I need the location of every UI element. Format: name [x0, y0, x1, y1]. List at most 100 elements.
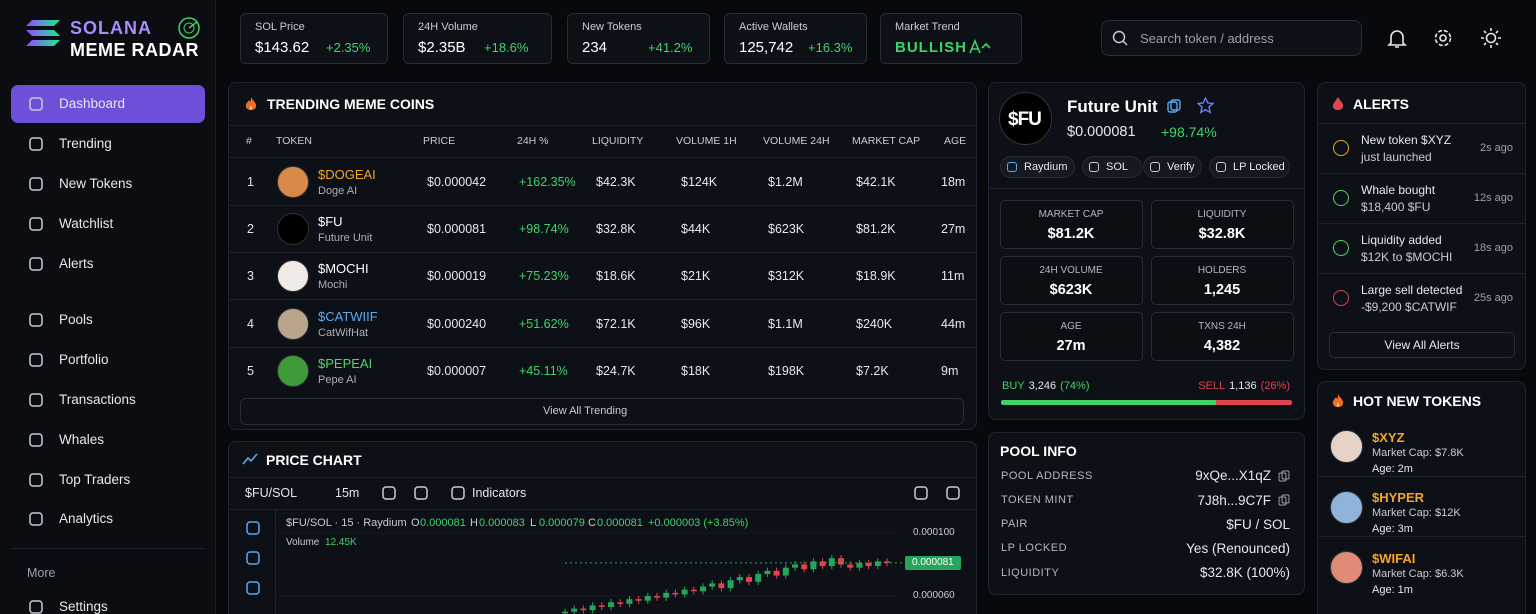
ohlc-key: H — [470, 516, 478, 529]
cell: $32.8K — [596, 221, 636, 236]
candle-body — [663, 592, 670, 598]
alert-time: 25s ago — [1473, 291, 1513, 304]
token-symbol[interactable]: $HYPER — [1372, 490, 1425, 505]
divider — [1318, 273, 1525, 274]
candle-body — [828, 558, 835, 567]
cell: $18.6K — [596, 268, 636, 283]
icon — [1332, 394, 1344, 407]
rank: 2 — [247, 221, 254, 236]
rank: 5 — [247, 363, 254, 378]
pair-select[interactable]: $FU/SOL — [245, 485, 298, 500]
ohlc-key: L — [530, 516, 537, 529]
token-symbol[interactable]: $MOCHI — [318, 260, 369, 276]
nav-item[interactable]: Alerts — [59, 256, 94, 272]
panel — [228, 82, 977, 430]
stat-value: 125,742 — [739, 38, 794, 56]
search-placeholder[interactable]: Search token / address — [1140, 30, 1274, 46]
token-age: Age: 1m — [1372, 583, 1413, 596]
cell: $1.2M — [768, 174, 803, 189]
divider — [229, 347, 976, 348]
radar-icon — [178, 17, 200, 39]
divider — [1318, 536, 1525, 537]
candle-body — [838, 558, 844, 565]
pool-label: POOL ADDRESS — [1001, 469, 1093, 482]
token-symbol[interactable]: $XYZ — [1372, 429, 1405, 445]
cell: +51.62% — [519, 316, 569, 331]
candle-body — [764, 570, 771, 574]
nav-item[interactable]: Watchlist — [59, 216, 114, 232]
candle-body — [608, 602, 614, 608]
candle-body — [792, 564, 798, 568]
last-price-badge — [905, 555, 961, 570]
candle-body — [672, 592, 679, 595]
token-age: Age: 2m — [1372, 462, 1413, 475]
token-symbol[interactable]: $DOGEAI — [318, 166, 376, 182]
button-label[interactable]: View All Trending — [543, 404, 628, 417]
cell: $18.9K — [856, 268, 896, 283]
nav-item[interactable]: Dashboard — [59, 96, 126, 112]
candle-body — [856, 562, 863, 568]
metric-label: LIQUIDITY — [1197, 209, 1247, 220]
pool-value: $32.8K (100%) — [1199, 565, 1290, 581]
tag — [1209, 156, 1290, 178]
cell: $0.000042 — [427, 174, 487, 189]
tag-icon — [1216, 162, 1226, 172]
stat-label: Active Wallets — [739, 20, 808, 33]
cell: $96K — [681, 316, 711, 331]
icon — [246, 551, 260, 565]
nav-item[interactable]: Settings — [59, 599, 108, 614]
token-avatar — [1330, 551, 1363, 584]
icon — [29, 600, 43, 614]
token-cap: Market Cap: $12K — [1372, 507, 1461, 519]
search-box[interactable] — [1101, 20, 1362, 56]
tag-label: LP Locked — [1233, 160, 1285, 173]
ohlc-key: O — [411, 516, 420, 529]
interval-select[interactable]: 15m — [335, 485, 360, 500]
stat-card — [724, 13, 867, 64]
panel — [988, 432, 1305, 595]
nav-item[interactable]: Top Traders — [59, 472, 131, 488]
token-symbol[interactable]: $FU — [318, 213, 343, 229]
button-label[interactable]: View All Alerts — [1384, 338, 1460, 352]
metric-card — [1000, 200, 1143, 249]
token-symbol[interactable]: $CATWIIF — [318, 308, 378, 324]
buy-pct: (74%) — [1060, 380, 1090, 392]
candle-body — [626, 599, 633, 604]
pool-value: 7J8h...9C7F — [1197, 492, 1271, 508]
icon — [246, 581, 260, 595]
cell: $0.000081 — [427, 221, 487, 236]
view-alerts-button[interactable] — [1329, 332, 1515, 358]
token-symbol[interactable]: $PEPEAI — [318, 355, 373, 371]
token-cap: Market Cap: $6.3K — [1372, 567, 1464, 580]
indicators-button[interactable]: Indicators — [472, 485, 527, 500]
nav-item[interactable]: Portfolio — [59, 352, 109, 368]
column-header: 24H % — [517, 134, 549, 147]
icon — [29, 433, 43, 447]
token-logo — [999, 92, 1052, 145]
token-name: Future Unit — [318, 231, 373, 244]
buy-count: 3,246 — [1028, 380, 1057, 392]
nav-item[interactable]: Whales — [59, 432, 105, 448]
sell-count: 1,136 — [1229, 380, 1257, 392]
cell: $240K — [856, 316, 893, 331]
token-price: $0.000081 — [1067, 123, 1136, 140]
metric-card — [1000, 312, 1143, 361]
candle-body — [681, 589, 688, 595]
metric-label: TXNS 24H — [1198, 321, 1246, 332]
nav-item[interactable]: New Tokens — [59, 176, 133, 192]
view-all-button[interactable] — [240, 398, 964, 425]
nav-active[interactable] — [11, 85, 205, 123]
alert-text: $12K to $MOCHI — [1361, 250, 1453, 264]
column-header: MARKET CAP — [852, 134, 921, 147]
token-symbol[interactable]: $WIFAI — [1372, 550, 1416, 566]
cell: $42.3K — [596, 174, 636, 189]
nav-item[interactable]: Analytics — [59, 511, 114, 527]
nav-item[interactable]: Trending — [59, 136, 112, 152]
nav-item[interactable]: Pools — [59, 312, 93, 328]
metric-card — [1151, 256, 1294, 305]
token-avatar — [277, 260, 309, 292]
token-name: Mochi — [318, 278, 348, 291]
column-header: # — [246, 134, 252, 147]
nav-item[interactable]: Transactions — [59, 392, 136, 408]
candle-body — [746, 577, 752, 582]
